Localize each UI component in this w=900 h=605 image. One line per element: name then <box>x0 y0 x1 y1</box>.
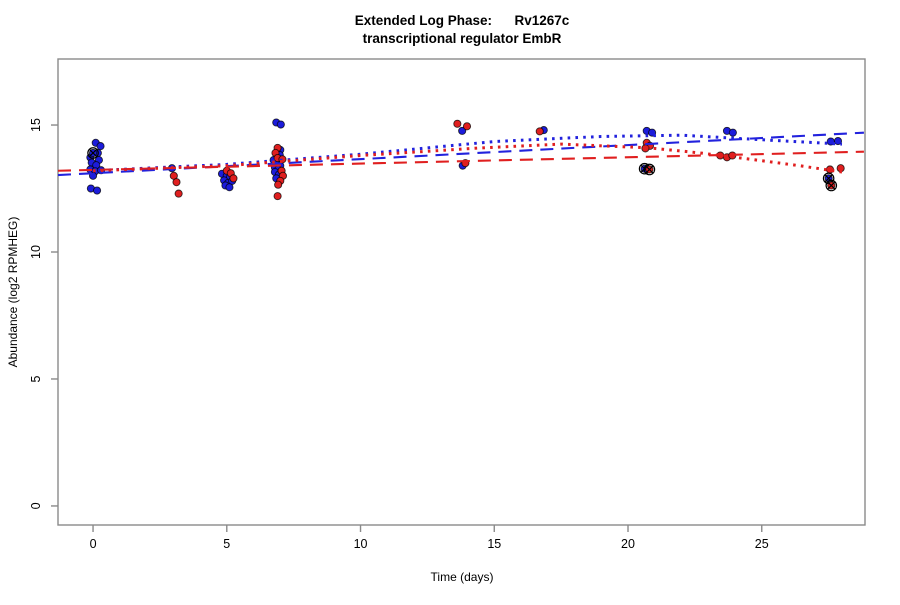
data-point-condition-blue <box>96 142 105 151</box>
chart-title-line1: Extended Log Phase: Rv1267c <box>355 13 570 28</box>
data-point-condition-red <box>229 174 238 183</box>
flag-x-marker <box>827 181 836 190</box>
data-point-condition-blue <box>225 183 234 192</box>
x-tick-label: 10 <box>354 537 368 551</box>
y-axis-label: Abundance (log2 RPMHEG) <box>6 217 20 368</box>
data-point-condition-blue <box>833 136 843 146</box>
chart-title-line2: transcriptional regulator EmbR <box>363 31 562 46</box>
flag-x-marker <box>645 165 654 174</box>
y-tick-label: 15 <box>29 118 43 132</box>
plot-area: 0 5 10 15 20 25 0 5 10 15 <box>29 58 866 551</box>
x-tick-label: 25 <box>755 537 769 551</box>
x-tick-label: 15 <box>487 537 501 551</box>
y-tick-label: 5 <box>29 375 43 382</box>
x-axis-label: Time (days) <box>431 570 494 584</box>
y-tick-label: 10 <box>29 245 43 259</box>
data-point-condition-red <box>535 127 544 136</box>
data-point-condition-red <box>462 122 472 131</box>
x-tick-label: 0 <box>90 537 97 551</box>
trend-line-red-linear-fit <box>57 150 864 172</box>
data-point-condition-blue <box>728 128 737 137</box>
flag-x-marker <box>88 148 98 158</box>
flag-circle-marker <box>87 147 99 159</box>
data-point-condition-red <box>174 189 183 198</box>
x-tick-label: 5 <box>223 537 230 551</box>
x-tick-label: 20 <box>621 537 635 551</box>
data-point-condition-red <box>172 178 181 187</box>
data-point-condition-blue <box>458 126 467 135</box>
data-point-condition-blue <box>276 120 285 129</box>
y-tick-label: 0 <box>29 502 43 509</box>
data-point-condition-red <box>453 119 462 128</box>
data-point-condition-blue <box>93 186 102 195</box>
flag-circle-marker <box>643 163 656 176</box>
flag-x-marker <box>824 174 833 183</box>
data-point-condition-red <box>274 180 283 189</box>
flag-circle-marker <box>825 179 838 192</box>
plot-box <box>57 58 866 526</box>
data-point-condition-red <box>273 192 282 201</box>
